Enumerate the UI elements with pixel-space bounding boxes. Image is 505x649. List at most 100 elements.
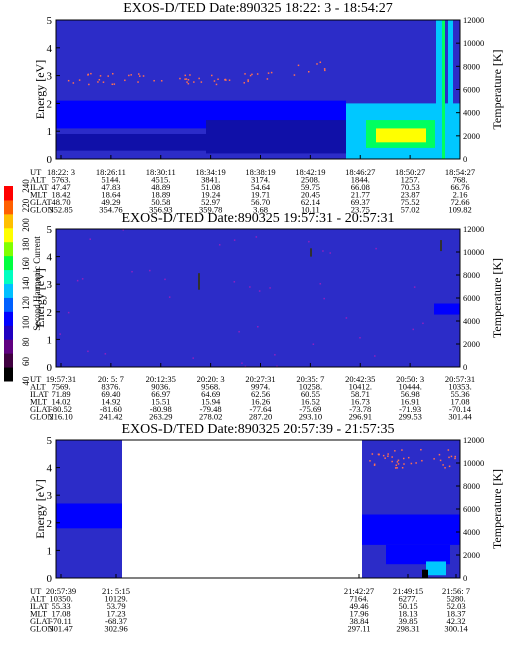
temperature-point — [373, 464, 376, 466]
temperature-point — [217, 78, 219, 81]
chart-title: EXOS-D/TED Date:890325 18:22: 3 - 18:54:… — [123, 1, 392, 16]
row-label: ILAT — [30, 389, 49, 399]
noise-point — [241, 362, 243, 364]
y2-tick-label: 8000 — [463, 481, 480, 491]
orbit-value: 7569. — [51, 382, 70, 392]
y2-tick-label: 10000 — [463, 38, 484, 48]
heated-region — [376, 128, 426, 143]
orbit-value: 75.52 — [401, 197, 420, 207]
noise-point — [164, 278, 166, 281]
temperature-point — [142, 75, 145, 77]
orbit-value: 299.53 — [398, 412, 421, 422]
temperature-point — [454, 455, 456, 458]
orbit-value: 16.73 — [351, 397, 370, 407]
row-label: UT — [30, 374, 42, 384]
orbit-value: 70.53 — [401, 182, 420, 192]
orbit-value: 20:20: 3 — [197, 374, 225, 384]
colorbar-swatch — [4, 353, 13, 368]
temperature-point — [266, 78, 269, 80]
noise-point — [192, 357, 194, 359]
noise-point — [233, 281, 236, 283]
orbit-value: 20: 5: 7 — [98, 374, 124, 384]
y2-tick-label: 0 — [463, 573, 467, 583]
streak — [448, 20, 453, 159]
temperature-point — [387, 453, 389, 455]
colorbar-tick-label: 40 — [21, 376, 31, 386]
temperature-point — [324, 69, 326, 72]
energy-band — [56, 133, 206, 151]
orbit-value: 20:27:31 — [245, 374, 275, 384]
orbit-value: 17.96 — [349, 609, 368, 619]
orbit-value: 21:42:27 — [344, 586, 374, 596]
colorbar-swatch — [4, 283, 13, 298]
temperature-point — [97, 81, 99, 83]
orbit-value: 54.64 — [251, 182, 271, 192]
colorbar-tick-label: 220 — [21, 198, 31, 212]
temperature-point — [401, 449, 403, 451]
noise-point — [274, 354, 276, 356]
y2-axis-label: Temperature [K] — [490, 469, 504, 549]
temperature-point — [193, 81, 195, 83]
orbit-value: 6277. — [398, 594, 417, 604]
y-tick-label: 5 — [47, 15, 53, 27]
temperature-point — [215, 83, 218, 86]
heated-region — [426, 561, 446, 576]
temperature-point — [394, 450, 396, 452]
heatmap-background — [56, 229, 460, 367]
row-label: MLT — [30, 609, 48, 619]
y2-tick-label: 6000 — [463, 504, 480, 514]
orbit-value: 18:38:19 — [245, 167, 275, 177]
heatmap-area — [56, 229, 460, 368]
noise-point — [255, 236, 258, 238]
y2-tick-label: 6000 — [463, 293, 480, 303]
row-label: MLT — [30, 397, 48, 407]
temperature-point — [72, 82, 75, 84]
orbit-value: 1257. — [401, 175, 420, 185]
y2-tick-label: 4000 — [463, 316, 480, 326]
orbit-value: -71.93 — [399, 404, 421, 414]
noise-point — [168, 296, 171, 298]
orbit-value: 56.70 — [251, 197, 270, 207]
orbit-value: 18.89 — [151, 190, 170, 200]
y-tick-label: 3 — [47, 279, 53, 291]
noise-point — [276, 365, 278, 368]
temperature-point — [224, 78, 227, 81]
temperature-point — [251, 73, 253, 76]
spectrogram-panel-1: EXOS-D/TED Date:890325 18:22: 3 - 18:54:… — [30, 1, 504, 215]
y2-tick-label: 12000 — [463, 15, 484, 25]
temperature-point — [391, 456, 393, 458]
orbit-value: 3841. — [201, 175, 220, 185]
noise-point — [104, 353, 107, 355]
colorbar-swatch — [4, 255, 13, 271]
colorbar-swatch — [4, 311, 13, 326]
spectrogram-panel-2: EXOS-D/TED Date:890325 19:57:31 - 20:57:… — [30, 211, 504, 422]
orbit-value: -81.60 — [100, 404, 122, 414]
orbit-value: 48.70 — [51, 197, 70, 207]
noise-point — [269, 287, 271, 289]
temperature-point — [211, 74, 213, 77]
colorbar-swatch — [4, 186, 13, 201]
y2-tick-label: 12000 — [463, 224, 484, 234]
temperature-point — [99, 75, 102, 77]
noise-point — [323, 297, 325, 300]
orbit-value: 20:42:35 — [345, 374, 375, 384]
orbit-value: 18.64 — [101, 190, 121, 200]
orbit-value: 15.94 — [201, 397, 221, 407]
y2-axis-label: Temperature [K] — [490, 49, 504, 129]
orbit-value: 18:26:11 — [96, 167, 126, 177]
temperature-point — [107, 75, 109, 77]
temperature-point — [244, 73, 246, 75]
orbit-value: 8376. — [101, 382, 120, 392]
temperature-point — [447, 449, 450, 451]
temperature-point — [415, 462, 417, 464]
orbit-value: 42.32 — [446, 616, 465, 626]
y2-tick-label: 8000 — [463, 61, 480, 71]
row-label: ALT — [30, 175, 47, 185]
orbit-value: 18:22: 3 — [47, 167, 75, 177]
orbit-value: 109.82 — [448, 205, 471, 215]
noise-point — [312, 343, 315, 345]
row-label: UT — [30, 586, 42, 596]
noise-point — [244, 365, 247, 368]
orbit-value: 66.76 — [450, 182, 469, 192]
orbit-value: 71.89 — [51, 389, 70, 399]
